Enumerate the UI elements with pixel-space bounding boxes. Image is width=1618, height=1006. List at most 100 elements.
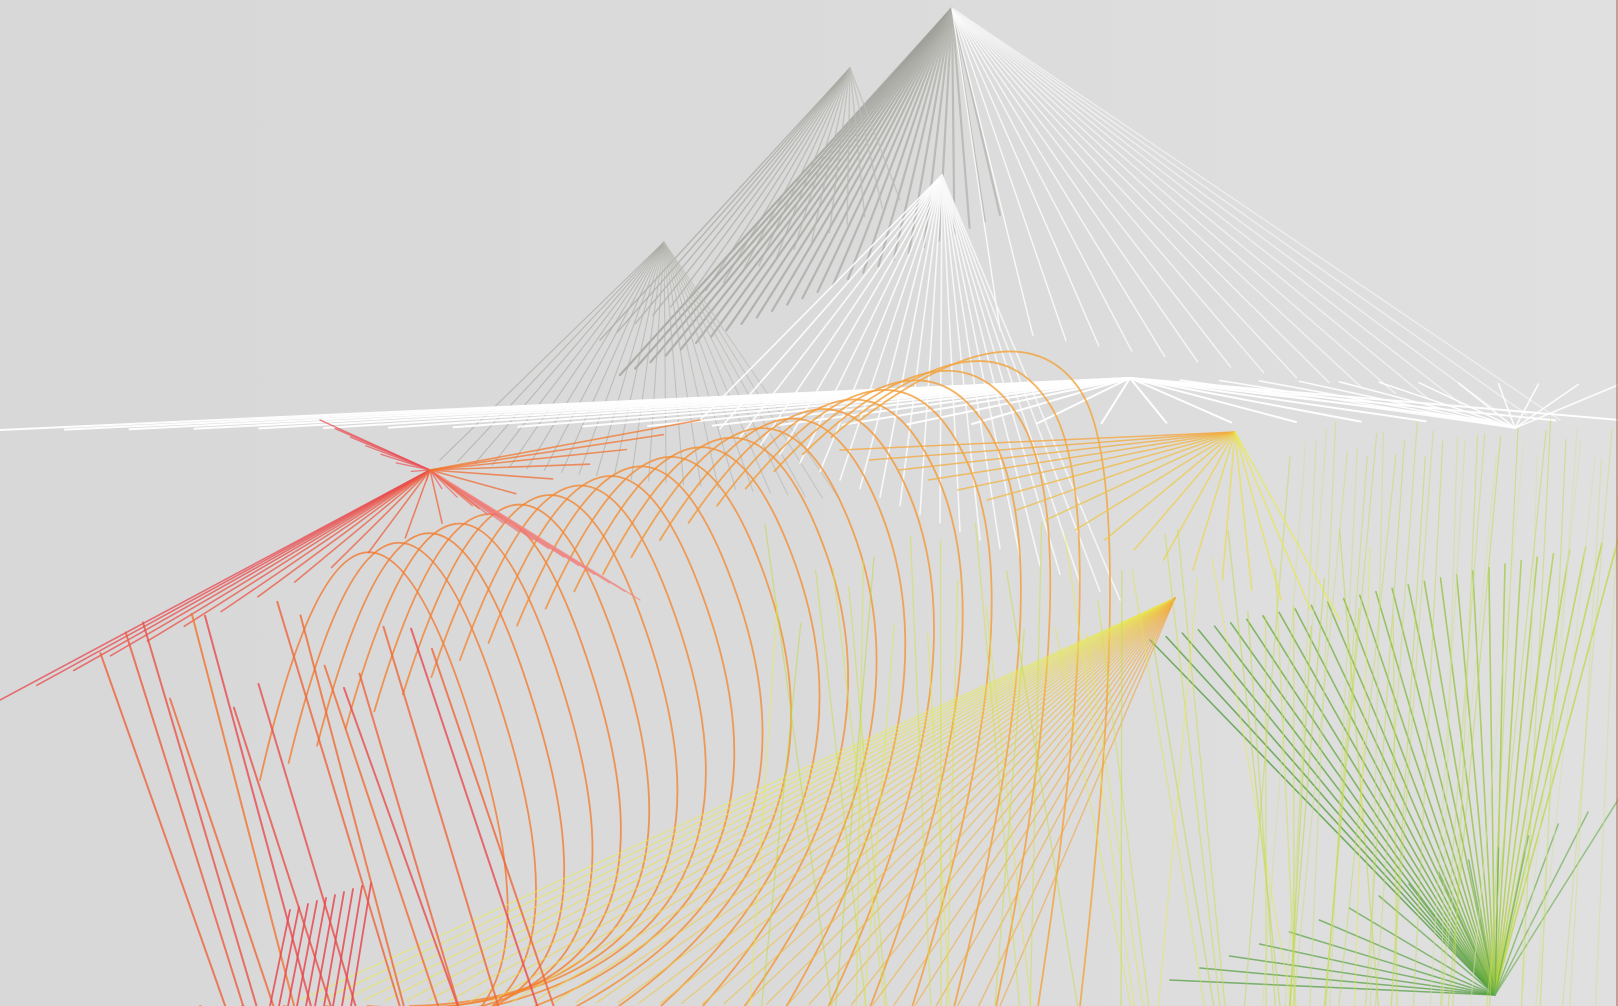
yellow-fan-line: [659, 597, 1176, 1004]
yellow-slant-line: [835, 556, 875, 1006]
grey-peak-line: [862, 6, 954, 274]
green-vertical-line: [1439, 437, 1458, 1006]
green-fan-line: [1455, 573, 1496, 996]
yellow-fan-line: [341, 597, 1176, 1002]
grey-peak-line: [710, 6, 954, 338]
grey-peak-line: [770, 6, 954, 313]
red-slant-line: [382, 625, 500, 1006]
grey-peak-line: [630, 241, 665, 480]
grey-peak-line: [828, 67, 851, 234]
grey-peak-line: [755, 6, 954, 319]
grey-peak-line: [831, 6, 954, 287]
green-fan-line: [1407, 583, 1496, 996]
red-slant-line: [124, 631, 245, 1006]
grey-peak-line: [491, 241, 665, 466]
yellow-slant-line: [1289, 625, 1312, 1006]
yellow-slant-line: [1177, 528, 1226, 1006]
grey-peak-line: [663, 241, 754, 492]
grey-peak-line: [663, 241, 737, 491]
grey-peak-line: [663, 241, 806, 498]
red-fan-line: [429, 463, 591, 471]
red-fan-line: [257, 469, 431, 598]
red-hatch-line: [287, 903, 309, 1006]
white-fan-line: [1219, 379, 1516, 429]
green-fan-line: [1423, 580, 1496, 996]
yellow-fan-line: [426, 597, 1176, 1002]
green-vertical-line: [1561, 428, 1613, 1006]
green-vertical-line: [1390, 430, 1434, 1006]
red-hatch-line: [323, 891, 345, 1006]
green-vertical-line: [1441, 454, 1498, 1006]
red-slant-line: [142, 621, 258, 1006]
white-fan-line: [1514, 384, 1618, 429]
orange-arc: [544, 456, 792, 1006]
yellow-fan-line: [850, 597, 1176, 1006]
yellow-fan-line: [999, 597, 1176, 1006]
red-slant-line: [190, 612, 296, 1006]
red-hatch-line: [269, 909, 291, 1006]
yellow-slant-line: [1227, 530, 1281, 1006]
yellow-fan-line: [927, 431, 1236, 481]
yellow-fan-line: [299, 597, 1176, 1001]
green-vertical-line: [1429, 440, 1466, 1006]
green-fan-line: [1318, 919, 1496, 996]
grey-peak-line: [456, 241, 665, 463]
green-fan-line: [1494, 811, 1589, 996]
green-fan-line: [1342, 597, 1496, 996]
white-fan-line: [941, 174, 1021, 558]
orange-arc: [487, 475, 736, 1006]
green-fan-line: [1494, 799, 1618, 996]
white-fan-line: [719, 174, 943, 430]
orange-arc: [430, 494, 679, 1006]
green-vertical-line: [1328, 446, 1359, 1006]
red-fan-line: [220, 469, 431, 613]
red-slant-line: [299, 614, 405, 1006]
red-fan-line: [293, 469, 431, 583]
green-fan-line: [1278, 611, 1496, 996]
yellow-slant-line: [1157, 577, 1199, 1006]
white-fan-line: [951, 7, 1232, 368]
yellow-fan-line: [405, 597, 1176, 1002]
white-fan-line: [941, 174, 961, 533]
grey-peak-line: [786, 6, 954, 306]
white-horizon-line: [582, 377, 1131, 428]
orange-arc: [659, 417, 907, 1006]
grey-peak-line: [705, 67, 851, 292]
green-fan-line: [1494, 847, 1500, 996]
grey-peak-line: [849, 67, 884, 209]
yellow-fan-line: [1234, 431, 1282, 601]
green-vertical-line: [1469, 443, 1525, 1006]
orange-arc: [602, 436, 850, 1006]
yellow-slant-line: [994, 629, 1025, 1006]
grey-peak-line: [652, 67, 851, 316]
green-vertical-line: [1338, 454, 1397, 1006]
yellow-fan-line: [702, 597, 1176, 1005]
green-fan-line: [1149, 639, 1496, 996]
grey-peak-line: [849, 67, 901, 201]
white-horizon-line: [1129, 377, 1427, 423]
yellow-slant-line: [946, 580, 959, 1006]
grey-peak-line: [722, 67, 851, 284]
orange-arc: [402, 503, 651, 1006]
white-fan-line: [699, 174, 943, 421]
yellow-slant-line: [764, 523, 833, 1006]
white-fan-line: [951, 7, 1100, 347]
orange-arc: [282, 532, 566, 1006]
grey-peak-line: [793, 67, 851, 251]
red-slant-line: [257, 683, 357, 1006]
green-fan-line: [1288, 931, 1496, 996]
yellow-fan-line: [490, 597, 1176, 1003]
yellow-fan-line: [978, 597, 1176, 1006]
green-fan-line: [1359, 594, 1496, 996]
white-fan-line: [951, 7, 1429, 400]
orange-arc: [241, 542, 537, 1006]
grey-peak-line: [599, 67, 851, 341]
yellow-slant-line: [1005, 570, 1079, 1006]
white-fan-line: [951, 7, 1034, 336]
yellow-fan-line: [447, 597, 1176, 1002]
grey-peak-line: [740, 6, 954, 325]
orange-arc: [366, 513, 622, 1006]
yellow-fan-line: [1015, 431, 1236, 511]
grey-peak-line: [740, 67, 851, 275]
